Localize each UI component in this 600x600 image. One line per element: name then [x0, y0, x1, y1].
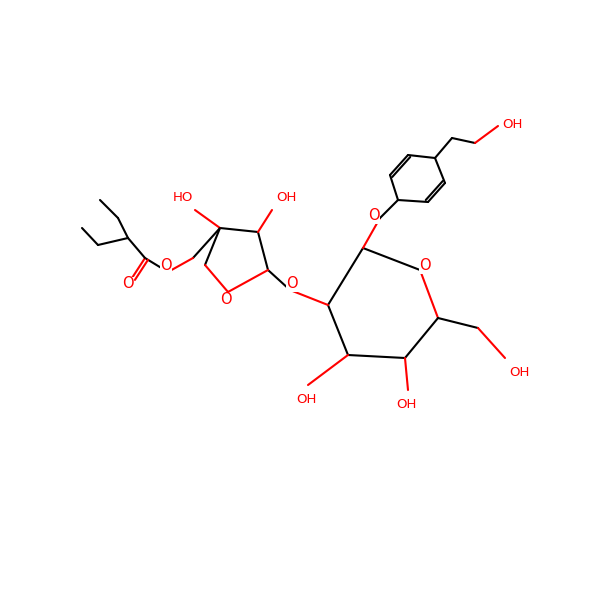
Text: O: O: [122, 277, 134, 292]
Text: OH: OH: [502, 118, 523, 130]
Text: OH: OH: [276, 191, 296, 204]
Text: OH: OH: [396, 398, 416, 411]
Text: O: O: [419, 259, 431, 274]
Text: O: O: [368, 208, 380, 223]
Text: O: O: [220, 292, 232, 307]
Text: O: O: [160, 259, 172, 274]
Text: O: O: [286, 277, 298, 292]
Text: HO: HO: [173, 191, 193, 204]
Text: OH: OH: [296, 393, 316, 406]
Text: OH: OH: [509, 366, 529, 379]
